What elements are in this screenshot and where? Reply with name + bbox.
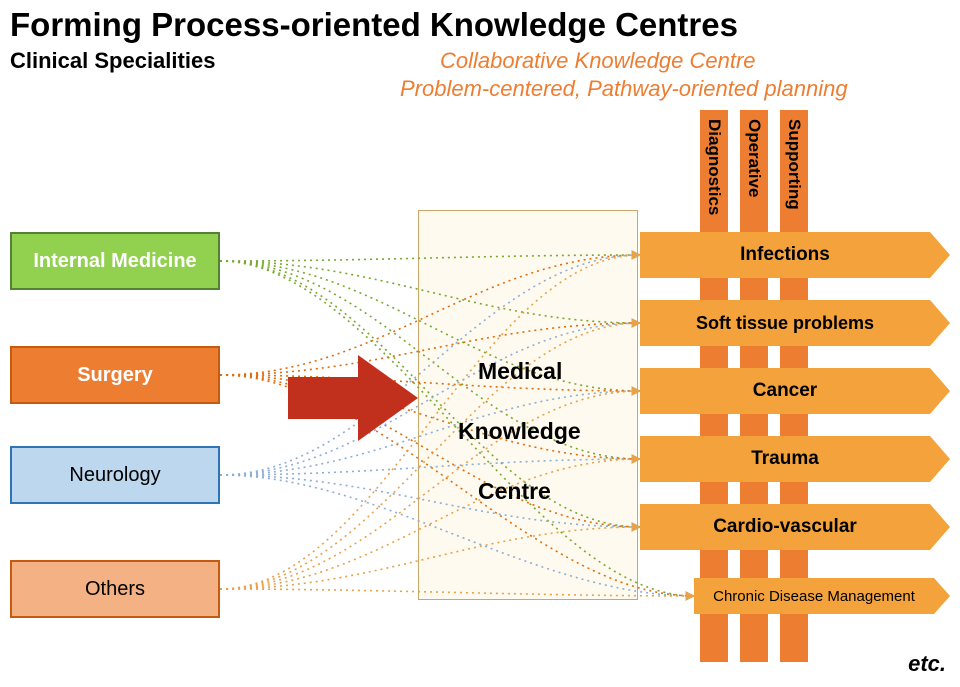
- output-soft-tissue: Soft tissue problems: [640, 300, 950, 346]
- output-infections: Infections: [640, 232, 950, 278]
- etc-label: etc.: [908, 651, 946, 677]
- output-cardio-vascular: Cardio-vascular: [640, 504, 950, 550]
- vertical-label-operative: Operative: [744, 119, 764, 197]
- output-label: Trauma: [751, 448, 819, 470]
- output-label: Cancer: [753, 380, 817, 402]
- subtitle-right-2: Problem-centered, Pathway-oriented plann…: [400, 76, 848, 102]
- specialty-others: Others: [10, 560, 220, 618]
- arrow-head-icon: [930, 436, 950, 482]
- output-label: Chronic Disease Management: [713, 588, 915, 605]
- output-label: Cardio-vascular: [713, 516, 857, 538]
- specialty-surgery: Surgery: [10, 346, 220, 404]
- arrow-head-icon: [930, 300, 950, 346]
- specialty-neurology: Neurology: [10, 446, 220, 504]
- specialty-label: Others: [85, 578, 145, 601]
- page-title: Forming Process-oriented Knowledge Centr…: [10, 6, 738, 44]
- subtitle-right-1: Collaborative Knowledge Centre: [440, 48, 756, 74]
- output-cdm: Chronic Disease Management: [694, 578, 950, 614]
- centre-label-knowledge: Knowledge: [458, 418, 581, 445]
- knowledge-centre-box: [418, 210, 638, 600]
- specialty-label: Internal Medicine: [33, 250, 196, 273]
- arrow-head-icon: [930, 504, 950, 550]
- transform-arrow-icon: [288, 355, 418, 441]
- output-label: Infections: [740, 244, 830, 266]
- centre-label-centre: Centre: [478, 478, 551, 505]
- vertical-label-diagnostics: Diagnostics: [704, 119, 724, 215]
- arrow-head-icon: [934, 578, 950, 614]
- arrow-head-icon: [930, 368, 950, 414]
- output-trauma: Trauma: [640, 436, 950, 482]
- output-cancer: Cancer: [640, 368, 950, 414]
- specialty-label: Surgery: [77, 364, 153, 387]
- specialty-internal-medicine: Internal Medicine: [10, 232, 220, 290]
- centre-label-medical: Medical: [478, 358, 562, 385]
- vertical-label-supporting: Supporting: [784, 119, 804, 210]
- arrow-head-icon: [930, 232, 950, 278]
- output-label: Soft tissue problems: [696, 313, 874, 334]
- specialty-label: Neurology: [69, 464, 160, 487]
- subtitle-left: Clinical Specialities: [10, 48, 215, 74]
